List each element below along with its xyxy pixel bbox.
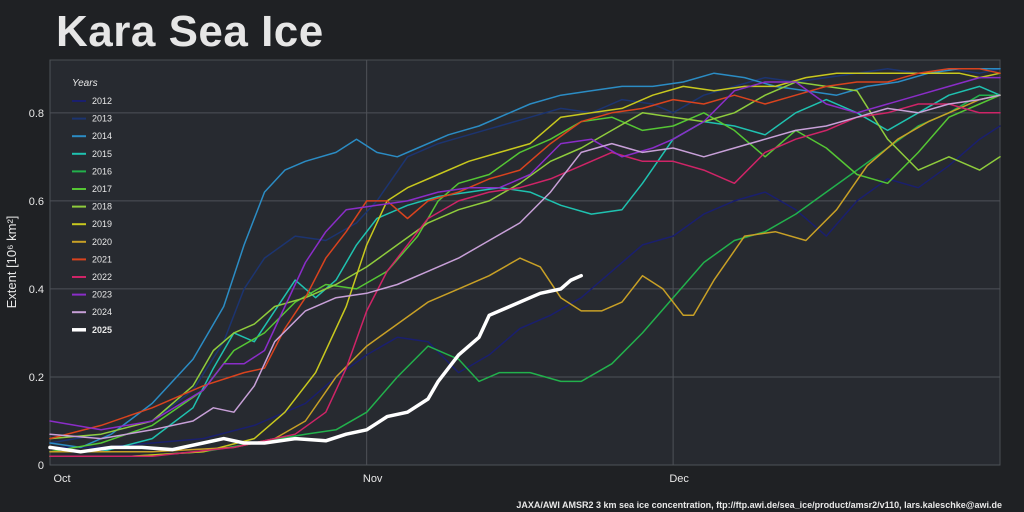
series-line-2014	[49, 68, 1001, 449]
legend-label-2012: 2012	[92, 96, 112, 106]
legend-label-2018: 2018	[92, 202, 112, 212]
chart-title: Kara Sea Ice	[56, 7, 324, 56]
series-line-2012	[49, 125, 1001, 449]
y-tick-label: 0.8	[29, 108, 44, 120]
legend-label-2015: 2015	[92, 149, 112, 159]
y-tick-label: 0	[38, 460, 44, 472]
legend-label-2020: 2020	[92, 237, 112, 247]
legend-label-2019: 2019	[92, 219, 112, 229]
y-axis-label: Extent [10⁶ km²]	[4, 216, 19, 309]
y-tick-label: 0.2	[29, 372, 44, 384]
legend-label-2022: 2022	[92, 272, 112, 282]
series-line-2019	[49, 72, 1001, 457]
series-line-2022	[49, 103, 1001, 457]
axis-layer: 0 0.2 0.4 0.6 0.8 Oct Nov Dec	[29, 108, 690, 485]
series-line-2023	[49, 76, 1001, 431]
legend-label-2017: 2017	[92, 184, 112, 194]
legend-label-2013: 2013	[92, 114, 112, 124]
series-line-2025	[48, 273, 583, 454]
series-line-2021	[49, 68, 1001, 440]
series-line-2018	[49, 81, 1001, 440]
legend-label-2014: 2014	[92, 131, 112, 141]
legend-label-2024: 2024	[92, 307, 112, 317]
series-line-2017	[49, 94, 1001, 453]
plot-area	[49, 59, 1001, 466]
legend: Years 2012 2013 2014 2015 2016 2017 2018 2019 202…	[72, 78, 112, 335]
series-line-2024	[49, 94, 1001, 440]
x-tick-label: Dec	[669, 473, 689, 485]
legend-title: Years	[72, 78, 98, 89]
x-tick-label: Oct	[53, 473, 70, 485]
legend-label-2016: 2016	[92, 166, 112, 176]
source-note: JAXA/AWI AMSR2 3 km sea ice concentratio…	[516, 500, 1002, 510]
x-tick-label: Nov	[363, 473, 383, 485]
series-line-2016	[49, 94, 1001, 457]
legend-label-2021: 2021	[92, 254, 112, 264]
series-line-2015	[49, 85, 1001, 453]
series-line-2020	[49, 94, 1001, 453]
legend-label-2023: 2023	[92, 290, 112, 300]
series-layer	[48, 68, 1001, 457]
legend-label-2025: 2025	[92, 325, 112, 335]
y-tick-label: 0.4	[29, 284, 44, 296]
y-tick-label: 0.6	[29, 196, 44, 208]
